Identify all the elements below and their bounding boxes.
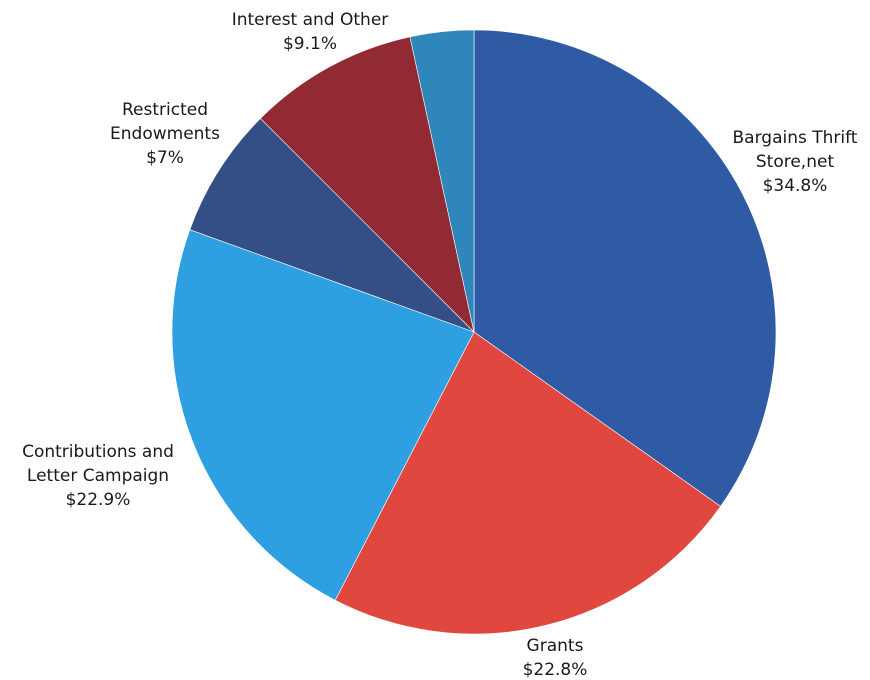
slice-value-label: $22.9% <box>66 490 131 510</box>
slice-label: Interest and Other $9.1% <box>232 10 389 54</box>
pie-slice <box>409 29 475 333</box>
slice-label: Grants $22.8% <box>523 636 588 680</box>
slice-label: Restricted Endowments $7% <box>110 100 220 168</box>
slice-value-label: $9.1% <box>283 34 337 54</box>
pie-slice <box>473 29 777 507</box>
pie-slice <box>189 118 475 333</box>
pie-slice <box>171 229 475 601</box>
slice-value-label: $22.8% <box>523 660 588 680</box>
pie-labels: Bargains Thrift Store,net $34.8% Grants $22.… <box>22 10 858 680</box>
slice-name-label: Restricted <box>122 100 208 120</box>
slice-value-label: $7% <box>146 148 184 168</box>
slice-name-label: Letter Campaign <box>27 466 169 486</box>
slice-name-label: Endowments <box>110 124 220 144</box>
slice-name-label: Interest and Other <box>232 10 389 30</box>
slice-label: Bargains Thrift Store,net $34.8% <box>733 128 858 196</box>
slice-name-label: Grants <box>527 636 584 656</box>
slice-name-label: Store,net <box>756 152 835 172</box>
slice-name-label: Bargains Thrift <box>733 128 858 148</box>
slice-value-label: $34.8% <box>763 176 828 196</box>
pie-slice <box>334 331 721 635</box>
slice-name-label: Contributions and <box>22 442 174 462</box>
pie-slice <box>260 36 475 333</box>
slice-label: Contributions and Letter Campaign $22.9% <box>22 442 174 510</box>
pie-slices <box>171 29 777 635</box>
